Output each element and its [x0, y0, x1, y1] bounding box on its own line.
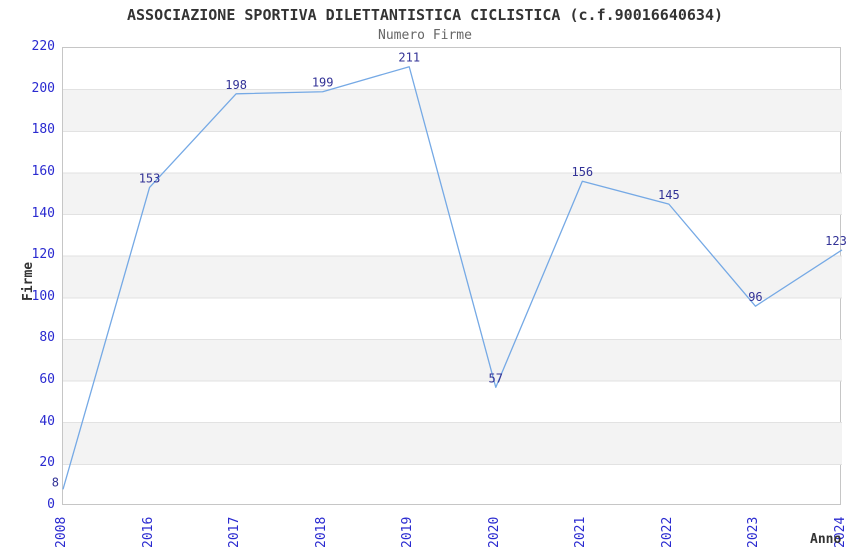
y-tick-label: 140	[31, 205, 55, 221]
x-tick-label: 2023	[746, 516, 762, 548]
x-tick-label: 2020	[486, 516, 502, 548]
point-label: 123	[825, 234, 847, 248]
y-tick-label: 200	[31, 80, 55, 96]
chart-subtitle: Numero Firme	[378, 28, 472, 43]
x-tick-label: 2018	[313, 516, 329, 548]
chart-title: ASSOCIAZIONE SPORTIVA DILETTANTISTICA CI…	[126, 6, 724, 24]
y-tick-label: 60	[39, 372, 55, 388]
x-tick-label: 2008	[54, 516, 69, 548]
data-line	[62, 66, 843, 490]
y-axis-title: Firme	[21, 261, 36, 301]
point-label: 153	[139, 171, 161, 185]
x-tick-label: 2021	[573, 516, 589, 548]
x-tick-label: 2017	[227, 516, 243, 548]
point-label: 145	[658, 188, 680, 202]
y-tick-label: 120	[31, 247, 55, 263]
line-chart-canvas: 8 153 198 199 211 57 156 145 96 123	[52, 51, 847, 490]
y-tick-label: 80	[39, 330, 55, 346]
point-label: 198	[225, 78, 247, 92]
y-tick-label: 0	[47, 497, 55, 512]
point-label: 199	[312, 76, 334, 90]
point-label: 96	[748, 290, 762, 304]
y-tick-label: 180	[31, 122, 55, 138]
plot-band	[63, 89, 842, 132]
point-label: 57	[489, 371, 503, 385]
plot-band	[63, 422, 842, 465]
x-tick-label: 2016	[140, 516, 156, 548]
y-tick-label: 160	[31, 163, 55, 179]
plot-band	[63, 339, 842, 382]
point-label: 211	[398, 51, 420, 65]
y-tick-label: 20	[39, 455, 55, 471]
x-tick-label: 2022	[659, 516, 675, 548]
x-axis-title: Anno	[810, 532, 842, 547]
plot-band	[63, 172, 842, 215]
y-tick-label: 40	[39, 413, 55, 429]
plot-area: 8 153 198 199 211 57 156 145 96 123	[52, 47, 847, 505]
x-tick-label: 2019	[400, 516, 416, 548]
point-label: 156	[571, 165, 593, 179]
plot-band	[63, 256, 842, 298]
point-label: 8	[52, 475, 59, 489]
